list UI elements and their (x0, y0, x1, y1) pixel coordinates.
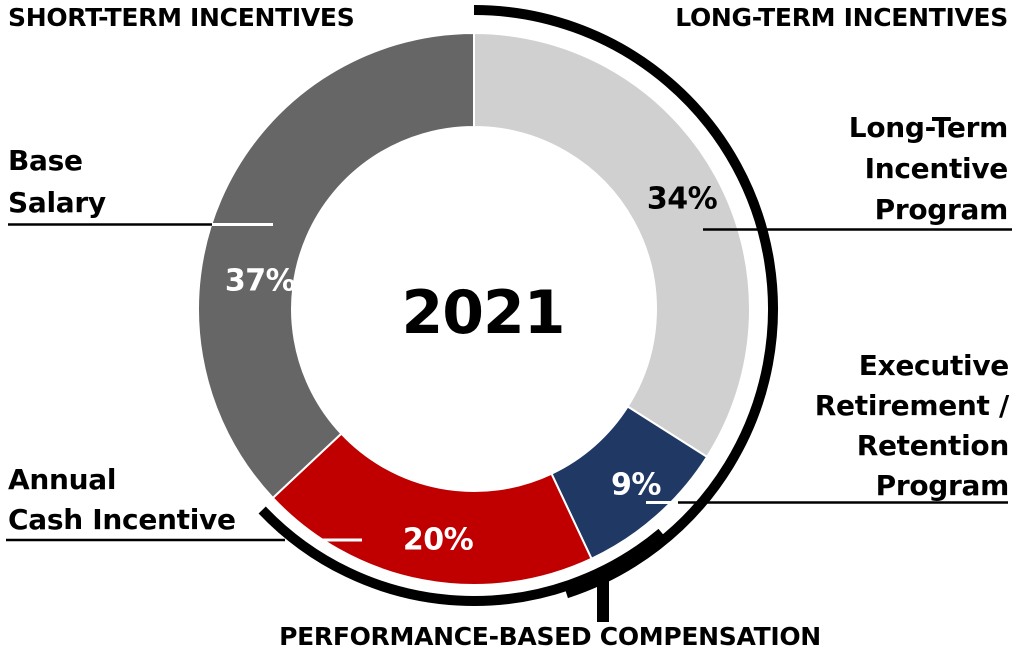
performance-based-compensation-arc (258, 506, 665, 606)
label-ltip-line2: Incentive (864, 152, 1009, 185)
long-term-incentives-heading: LONG-TERM INCENTIVES (675, 3, 1008, 32)
slice-annual-cash-incentive (271, 432, 593, 586)
label-ltip-line3: Program (874, 193, 1009, 226)
pct-label-long-term-incentive-program: 34% (646, 181, 718, 217)
label-annual-cash-incentive: Annual Cash Incentive (8, 460, 236, 540)
center-year-label: 2021 (401, 278, 566, 348)
label-base-salary-line2: Salary (8, 186, 106, 219)
slice-base-salary (197, 31, 475, 500)
label-base-salary-line1: Base (8, 144, 83, 177)
pct-label-base-salary: 37% (224, 263, 296, 299)
label-executive-retirement-retention-program: Executive Retirement / Retention Program (814, 346, 1010, 506)
pct-label-executive-retirement-retention: 9% (611, 467, 661, 503)
label-annual-cash-line1: Annual (8, 463, 117, 496)
short-term-incentives-heading: SHORT-TERM INCENTIVES (8, 3, 355, 32)
performance-based-compensation-heading: PERFORMANCE-BASED COMPENSATION (279, 622, 821, 651)
label-err-line2: Retirement / (814, 389, 1010, 422)
label-err-line4: Program (875, 469, 1010, 502)
pct-label-annual-cash-incentive: 20% (402, 522, 474, 558)
label-annual-cash-line2: Cash Incentive (8, 503, 236, 536)
label-base-salary: Base Salary (8, 140, 106, 224)
label-err-line3: Retention (856, 429, 1010, 462)
slice-long-term-incentive-program (473, 31, 751, 459)
label-ltip-line1: Long-Term (848, 111, 1009, 144)
long-term-incentives-arc (473, 5, 778, 599)
label-long-term-incentive-program: Long-Term Incentive Program (848, 107, 1009, 230)
label-err-line1: Executive (858, 349, 1010, 382)
